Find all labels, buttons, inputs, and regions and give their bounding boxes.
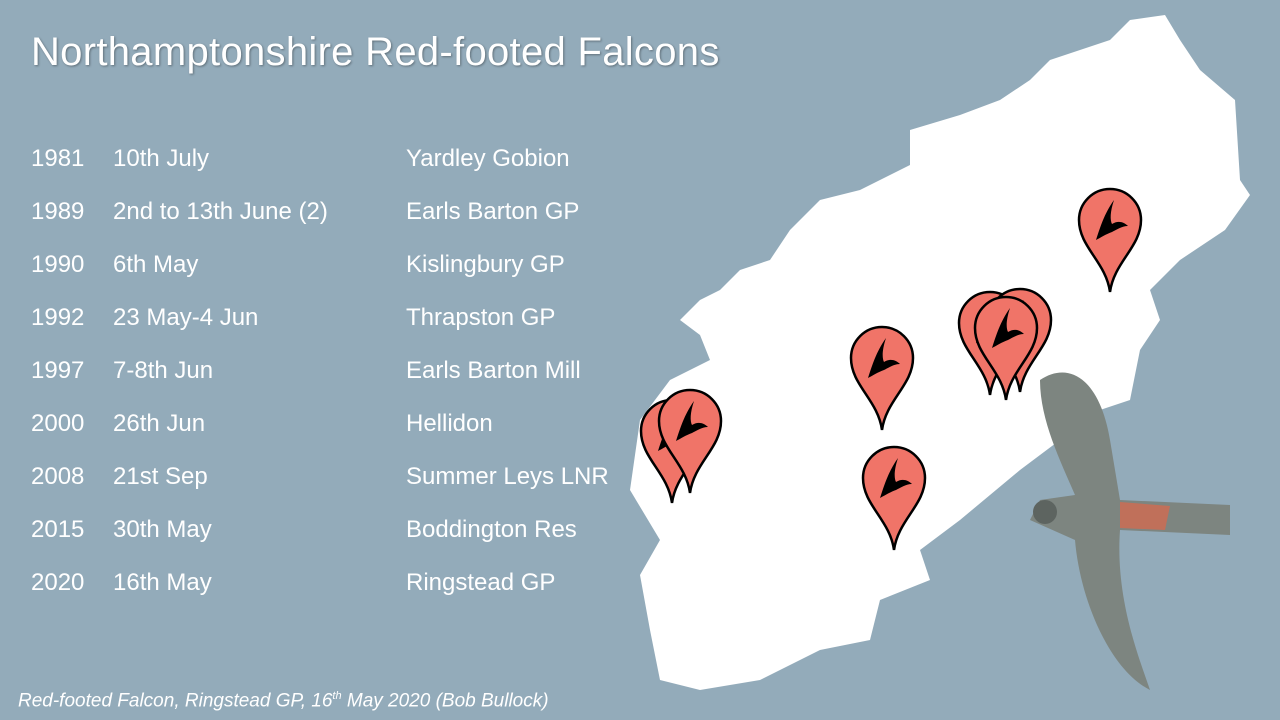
record-date: 10th July	[113, 145, 210, 172]
record-site: Earls Barton GP	[406, 198, 580, 225]
record-year: 1989	[31, 198, 85, 225]
record-year: 1981	[31, 145, 85, 172]
caption-text-end: May 2020 (Bob Bullock)	[341, 690, 549, 712]
record-year: 2020	[31, 569, 85, 596]
photo-caption: Red-footed Falcon, Ringstead GP, 16th Ma…	[18, 690, 549, 712]
record-date: 26th Jun	[113, 410, 206, 437]
record-site: Kislingbury GP	[406, 251, 565, 278]
record-date: 30th May	[113, 516, 212, 543]
northamptonshire-outline	[630, 15, 1250, 690]
record-site: Hellidon	[406, 410, 493, 437]
record-year: 2000	[31, 410, 85, 437]
record-date: 16th May	[113, 569, 212, 596]
record-site: Boddington Res	[406, 516, 577, 543]
record-date: 2nd to 13th June (2)	[113, 198, 328, 225]
record-year: 1990	[31, 251, 85, 278]
record-date: 7-8th Jun	[113, 357, 214, 384]
record-date: 21st Sep	[113, 463, 208, 490]
caption-text: Red-footed Falcon, Ringstead GP, 16	[18, 690, 333, 712]
record-year: 1997	[31, 357, 85, 384]
record-year: 2008	[31, 463, 85, 490]
caption-superscript: th	[332, 690, 342, 702]
record-site: Yardley Gobion	[406, 145, 570, 172]
record-site: Ringstead GP	[406, 569, 556, 596]
record-date: 6th May	[113, 251, 199, 278]
slide-title: Northamptonshire Red-footed Falcons	[31, 30, 720, 74]
record-site: Summer Leys LNR	[406, 463, 609, 490]
record-site: Earls Barton Mill	[406, 357, 581, 384]
record-year: 2015	[31, 516, 85, 543]
record-site: Thrapston GP	[406, 304, 556, 331]
falcon-photo	[1030, 372, 1230, 690]
record-date: 23 May-4 Jun	[113, 304, 259, 331]
record-year: 1992	[31, 304, 85, 331]
